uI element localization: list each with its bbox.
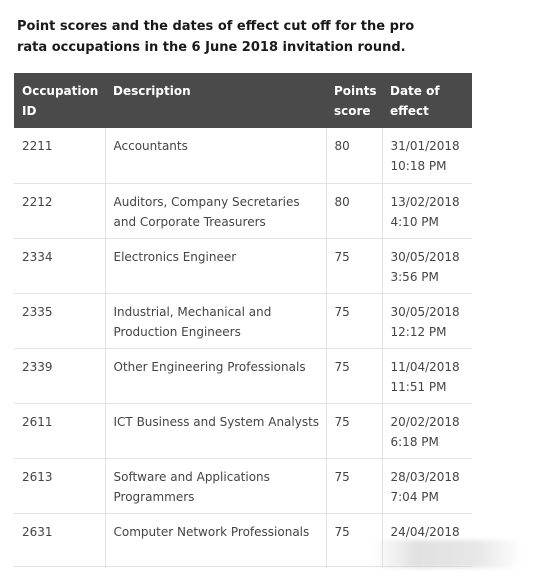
header-occupation-id: Occupation ID <box>14 73 105 128</box>
table-row: 2335 Industrial, Mechanical and Producti… <box>14 293 472 349</box>
cell-date-of-effect: 28/03/2018 7:04 PM <box>381 458 472 514</box>
cell-description: Computer Network Professionals <box>104 513 326 568</box>
header-description: Description <box>105 73 326 128</box>
cell-occupation-id: 2613 <box>14 458 105 514</box>
table-row: 2334 Electronics Engineer 75 30/05/2018 … <box>14 238 472 294</box>
cell-points-score: 75 <box>325 458 382 514</box>
cell-description: Other Engineering Professionals <box>104 348 326 404</box>
cell-description: Accountants <box>104 128 326 184</box>
cell-date-of-effect: 30/05/2018 3:56 PM <box>381 238 472 294</box>
cell-points-score: 75 <box>325 348 382 404</box>
table-bottom-divider <box>14 566 472 567</box>
table-caption: Point scores and the dates of effect cut… <box>17 19 415 55</box>
cell-description: ICT Business and System Analysts <box>104 403 326 459</box>
header-row: Occupation ID Description Points score D… <box>14 73 472 128</box>
cell-date-of-effect: 31/01/2018 10:18 PM <box>381 128 472 184</box>
header-date-of-effect: Date of effect <box>382 73 472 128</box>
cell-occupation-id: 2335 <box>14 293 105 349</box>
table-header: Occupation ID Description Points score D… <box>14 73 472 128</box>
cell-description: Software and Applications Programmers <box>104 458 326 514</box>
cell-points-score: 80 <box>325 183 382 239</box>
cell-date-of-effect: 13/02/2018 4:10 PM <box>381 183 472 239</box>
header-points-score: Points score <box>326 73 382 128</box>
cell-occupation-id: 2212 <box>14 183 105 239</box>
cell-occupation-id: 2334 <box>14 238 105 294</box>
cell-points-score: 75 <box>325 238 382 294</box>
cell-occupation-id: 2611 <box>14 403 105 459</box>
table-row: 2613 Software and Applications Programme… <box>14 458 472 514</box>
cell-description: Industrial, Mechanical and Production En… <box>104 293 326 349</box>
cell-description: Electronics Engineer <box>104 238 326 294</box>
cell-date-of-effect: 20/02/2018 6:18 PM <box>381 403 472 459</box>
cell-date-of-effect: 30/05/2018 12:12 PM <box>381 293 472 349</box>
table-row: 2339 Other Engineering Professionals 75 … <box>14 348 472 404</box>
cell-points-score: 75 <box>325 403 382 459</box>
table-row: 2611 ICT Business and System Analysts 75… <box>14 403 472 459</box>
cell-points-score: 75 <box>325 293 382 349</box>
cell-date-of-effect: 11/04/2018 11:51 PM <box>381 348 472 404</box>
occupation-table-container: Occupation ID Description Points score D… <box>14 73 472 568</box>
occupation-table: Occupation ID Description Points score D… <box>14 73 472 568</box>
cell-occupation-id: 2339 <box>14 348 105 404</box>
cell-occupation-id: 2631 <box>22 524 53 539</box>
cell-occupation-id: 2211 <box>14 128 105 184</box>
blurred-watermark <box>372 540 522 568</box>
table-row: 2212 Auditors, Company Secretaries and C… <box>14 183 472 239</box>
cell-description: Auditors, Company Secretaries and Corpor… <box>104 183 326 239</box>
cell-points-score: 80 <box>325 128 382 184</box>
table-row: 2211 Accountants 80 31/01/2018 10:18 PM <box>14 128 472 184</box>
table-body: 2211 Accountants 80 31/01/2018 10:18 PM … <box>14 128 472 568</box>
